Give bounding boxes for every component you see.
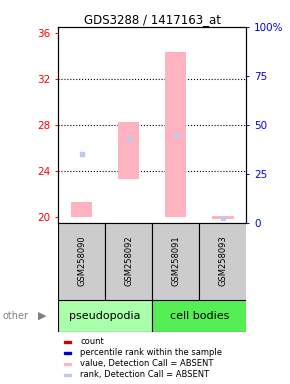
Bar bbox=[71, 202, 92, 217]
Text: count: count bbox=[80, 337, 104, 346]
Bar bbox=[118, 122, 139, 179]
Bar bbox=[64, 362, 71, 364]
Bar bbox=[165, 52, 186, 217]
Text: GSM258091: GSM258091 bbox=[171, 236, 180, 286]
Text: rank, Detection Call = ABSENT: rank, Detection Call = ABSENT bbox=[80, 370, 209, 379]
Bar bbox=[64, 374, 71, 376]
Text: GSM258090: GSM258090 bbox=[77, 236, 86, 286]
Bar bbox=[105, 223, 152, 300]
Bar bbox=[152, 223, 200, 300]
Text: pseudopodia: pseudopodia bbox=[69, 311, 141, 321]
Title: GDS3288 / 1417163_at: GDS3288 / 1417163_at bbox=[84, 13, 221, 26]
Bar bbox=[64, 341, 71, 343]
Bar bbox=[58, 300, 152, 332]
Text: other: other bbox=[3, 311, 29, 321]
Text: value, Detection Call = ABSENT: value, Detection Call = ABSENT bbox=[80, 359, 214, 368]
Bar bbox=[64, 352, 71, 354]
Bar bbox=[212, 217, 233, 219]
Text: ▶: ▶ bbox=[38, 311, 46, 321]
Bar bbox=[200, 223, 246, 300]
Text: GSM258093: GSM258093 bbox=[218, 236, 227, 286]
Text: GSM258092: GSM258092 bbox=[124, 236, 133, 286]
Text: percentile rank within the sample: percentile rank within the sample bbox=[80, 348, 222, 357]
Bar bbox=[58, 223, 105, 300]
Bar bbox=[152, 300, 246, 332]
Text: cell bodies: cell bodies bbox=[170, 311, 229, 321]
